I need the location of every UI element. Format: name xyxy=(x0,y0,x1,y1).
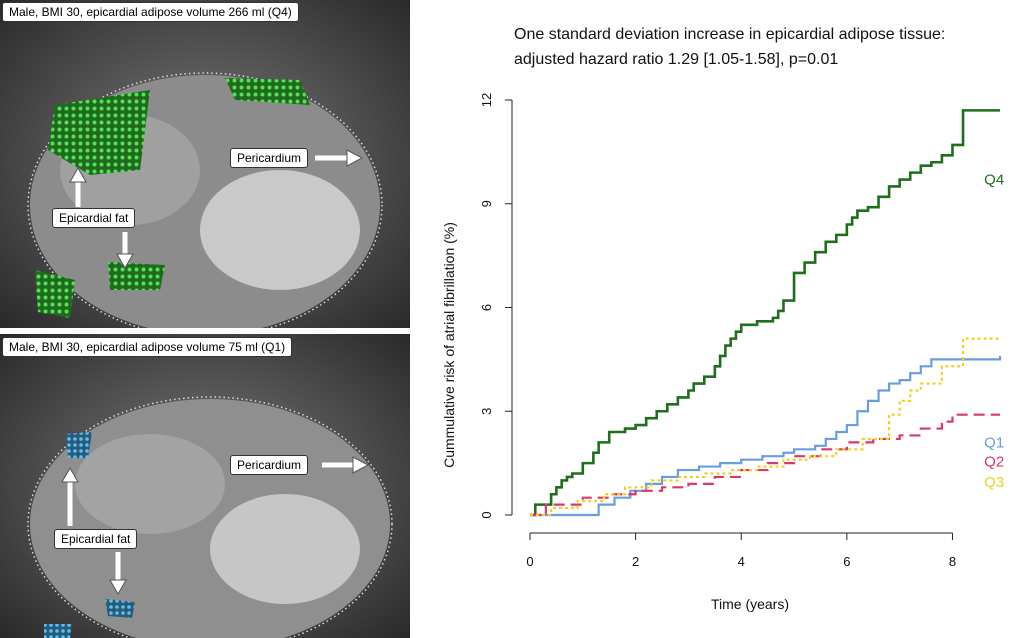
series-line-q2 xyxy=(530,413,1000,517)
x-tick-label: 0 xyxy=(526,554,533,569)
series-line-q4 xyxy=(530,109,1000,517)
chart-axes: 0 2 4 6 8 0 3 6 9 12 xyxy=(479,93,956,569)
fat-region xyxy=(225,78,310,105)
ct-panel-q4: Male, BMI 30, epicardial adipose volume … xyxy=(0,0,410,328)
pericardium-label: Pericardium xyxy=(230,455,309,475)
chart-title-line-2: adjusted hazard ratio 1.29 [1.05-1.58], … xyxy=(514,51,839,68)
ct-image-q4 xyxy=(0,0,410,328)
x-axis-label: Time (years) xyxy=(711,596,789,612)
series-line-q3 xyxy=(530,337,1000,517)
series-label-q2: Q2 xyxy=(984,453,1004,470)
series-label-q1: Q1 xyxy=(984,434,1004,451)
x-tick-label: 4 xyxy=(738,554,745,569)
y-tick-label: 0 xyxy=(479,511,494,518)
epicardial-fat-label: Epicardial fat xyxy=(54,529,138,549)
panel-caption: Male, BMI 30, epicardial adipose volume … xyxy=(2,337,293,357)
km-chart: 0 2 4 6 8 0 3 6 9 12 Q4 Q1 Q2 Q3 Time (years) Cummul… xyxy=(441,93,1004,612)
epicardial-fat-label: Epicardial fat xyxy=(52,208,136,228)
x-tick-label: 8 xyxy=(949,554,956,569)
series-label-q4: Q4 xyxy=(984,172,1004,189)
x-tick-label: 6 xyxy=(843,554,850,569)
ct-image-q1 xyxy=(0,334,410,638)
ct-panel-q1: Male, BMI 30, epicardial adipose volume … xyxy=(0,334,410,638)
y-tick-label: 9 xyxy=(479,200,494,207)
fat-region xyxy=(44,624,72,638)
chart-inline-labels: Q4 Q1 Q2 Q3 xyxy=(984,172,1004,492)
fat-region xyxy=(48,90,150,175)
y-tick-label: 3 xyxy=(479,408,494,415)
series-label-q3: Q3 xyxy=(984,474,1004,491)
chart-series xyxy=(530,109,1002,517)
y-tick-label: 12 xyxy=(479,93,494,107)
fat-region xyxy=(35,270,75,318)
fat-region xyxy=(108,262,165,290)
chart-title-line-1: One standard deviation increase in epica… xyxy=(514,26,946,43)
y-tick-label: 6 xyxy=(479,304,494,311)
fat-region xyxy=(66,432,92,458)
series-line-q1 xyxy=(530,355,1002,517)
x-tick-label: 2 xyxy=(632,554,639,569)
y-axis-label: Cummulative risk of atrial fibrillation … xyxy=(441,222,457,468)
pericardium-label: Pericardium xyxy=(230,148,309,168)
chart-title: One standard deviation increase in epica… xyxy=(514,22,1014,72)
panel-caption: Male, BMI 30, epicardial adipose volume … xyxy=(2,2,299,22)
fat-region xyxy=(105,599,135,618)
